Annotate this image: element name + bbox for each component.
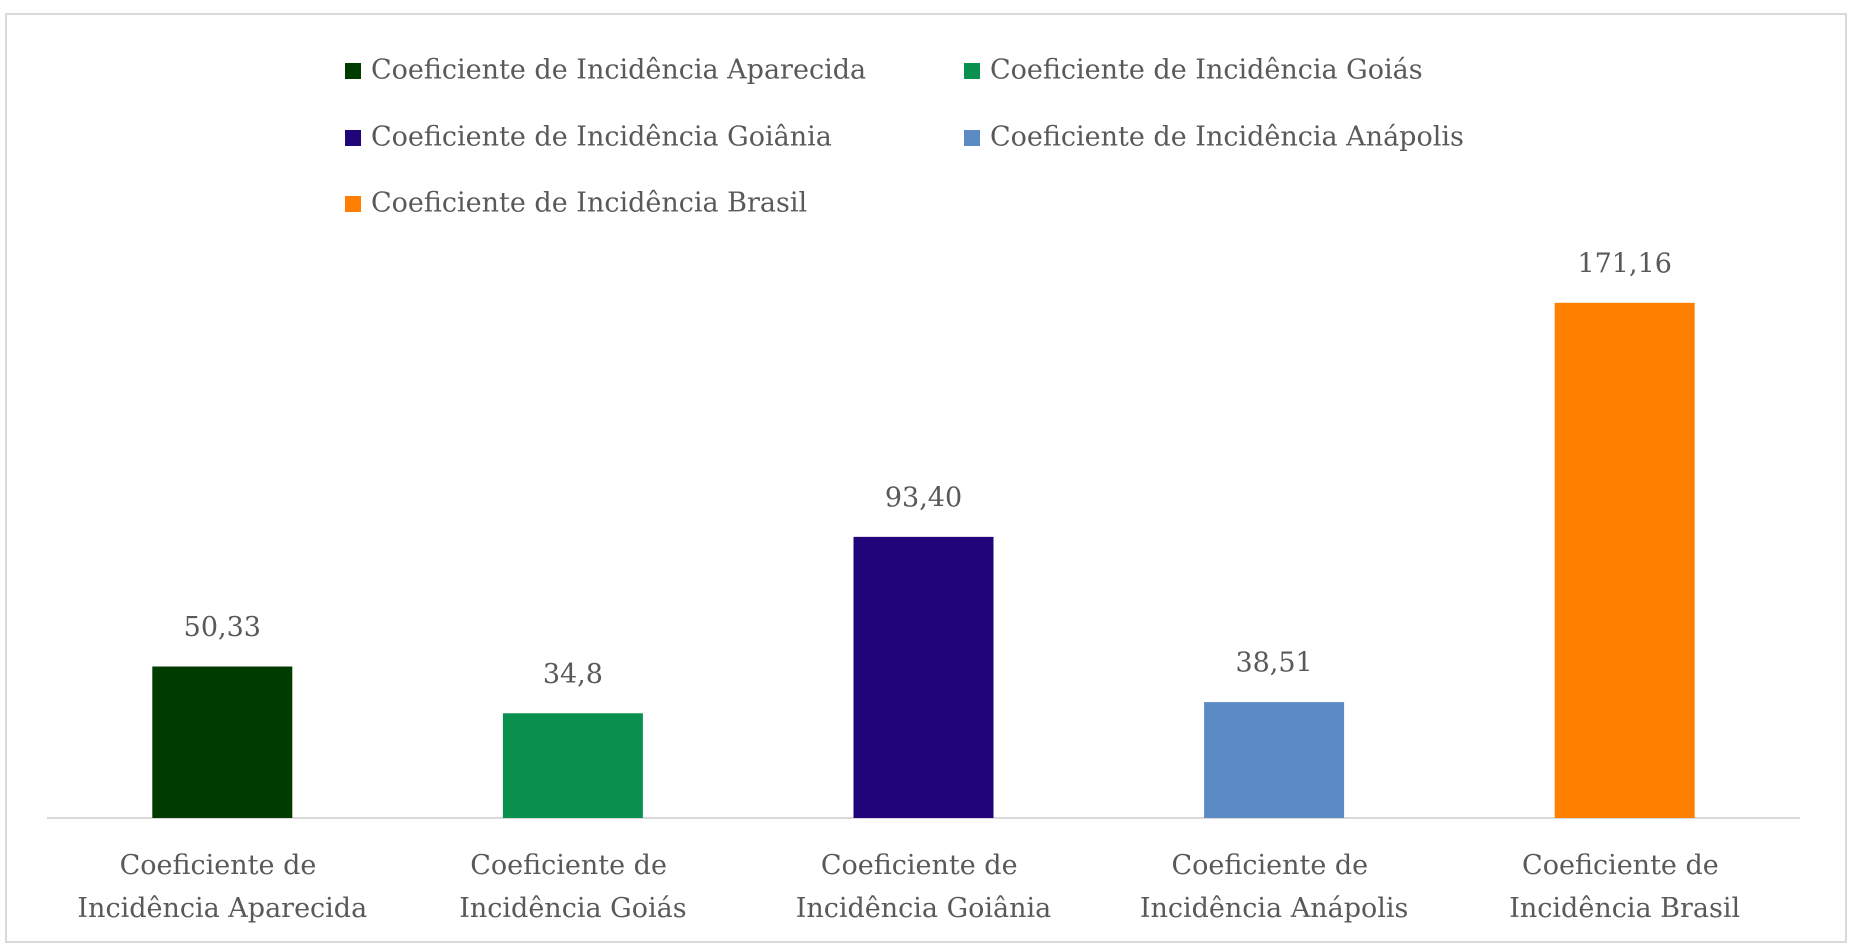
legend-swatch <box>345 63 361 79</box>
x-tick-label: Coeficiente de Incidência Anápolis <box>1140 850 1409 924</box>
legend-label: Coeficiente de Incidência Anápolis <box>990 122 1464 153</box>
bar <box>1204 702 1345 818</box>
legend-label: Coeficiente de Incidência Goiás <box>990 55 1423 86</box>
bar <box>152 666 293 818</box>
data-label: 93,40 <box>885 482 962 513</box>
x-tick-label: Coeficiente de Incidência Aparecida <box>77 850 367 924</box>
x-tick-label: Coeficiente de Incidência Goiânia <box>796 850 1052 924</box>
data-label: 34,8 <box>543 659 603 690</box>
data-label: 171,16 <box>1577 248 1671 279</box>
data-label: 50,33 <box>184 612 261 643</box>
data-label: 38,51 <box>1235 648 1312 679</box>
legend-swatch <box>964 130 980 146</box>
legend-swatch <box>964 63 980 79</box>
x-tick-label: Coeficiente de Incidência Goiás <box>459 850 686 924</box>
bar <box>1554 302 1695 818</box>
legend-label: Coeficiente de Incidência Brasil <box>371 188 807 219</box>
legend-swatch <box>345 130 361 146</box>
legend-label: Coeficiente de Incidência Aparecida <box>371 55 866 86</box>
legend-label: Coeficiente de Incidência Goiânia <box>371 122 832 153</box>
x-tick-label: Coeficiente de Incidência Brasil <box>1509 850 1740 924</box>
bar <box>502 713 643 818</box>
legend-swatch <box>345 196 361 212</box>
bar <box>853 536 994 818</box>
